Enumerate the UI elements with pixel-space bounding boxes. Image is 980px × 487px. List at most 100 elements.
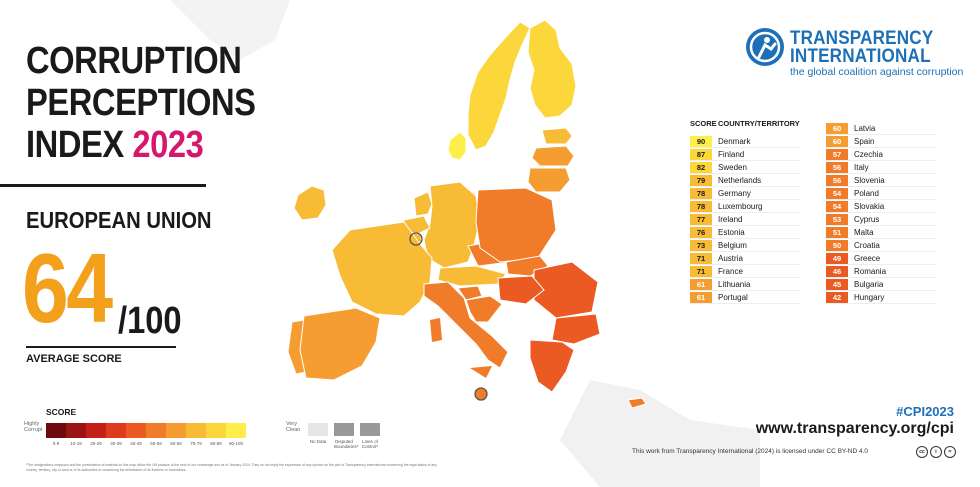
website-link[interactable]: www.transparency.org/cpi — [755, 420, 954, 437]
ranking-country: Finland — [718, 149, 745, 159]
legend-extra-label: No Data — [309, 439, 327, 444]
background-landmass — [170, 0, 290, 60]
ranking-score: 42 — [826, 291, 848, 303]
country-romania — [533, 261, 599, 319]
ranking-row: 76 Estonia — [690, 226, 800, 239]
ranking-country: Estonia — [718, 227, 745, 237]
country-greece — [529, 339, 575, 393]
ranking-country: Poland — [854, 188, 879, 198]
ranking-score: 51 — [826, 226, 848, 238]
legend-swatch — [226, 423, 246, 438]
country-ireland — [293, 185, 327, 221]
legend-swatch — [66, 423, 86, 438]
country-hungary — [497, 275, 545, 305]
average-score-label: AVERAGE SCORE — [26, 353, 122, 365]
ranking-row: 60 Spain — [826, 135, 936, 148]
title-line-3: INDEX 2023 — [26, 124, 256, 166]
country-france — [331, 221, 433, 317]
ranking-score: 61 — [690, 291, 712, 303]
ranking-country: Portugal — [718, 292, 748, 302]
ranking-country: Ireland — [718, 214, 743, 224]
ranking-row: 45 Bulgaria — [826, 278, 936, 291]
average-score-value: 64 — [22, 233, 113, 343]
legend-swatch — [126, 423, 146, 438]
legend-tick-label: 0-9 — [52, 441, 60, 446]
hashtag[interactable]: #CPI2023 — [896, 404, 954, 419]
ranking-score: 78 — [690, 200, 712, 212]
ranking-row: 71 France — [690, 265, 800, 278]
ranking-row: 78 Germany — [690, 187, 800, 200]
ranking-score: 61 — [690, 278, 712, 290]
legend-tick-label: 90-100 — [228, 441, 243, 446]
ranking-score: 56 — [826, 161, 848, 173]
ranking-score: 79 — [690, 174, 712, 186]
ranking-score: 49 — [826, 252, 848, 264]
legend-tick-label: 80-89 — [210, 441, 222, 446]
ranking-list-right: 60 Latvia 60 Spain 57 Czechia 56 Italy 56 Sloveni… — [826, 122, 936, 304]
legend-ticks: 0-9 10-19 20-29 30-39 40-49 50-59 60-69 70-79 80… — [46, 441, 246, 446]
brand-name-line-1: TRANSPARENCY — [790, 28, 934, 49]
ranking-row: 90 Denmark — [690, 135, 800, 148]
legend-tick-label: 50-59 — [150, 441, 162, 446]
malta-marker — [474, 387, 488, 401]
ranking-row: 51 Malta — [826, 226, 936, 239]
ranking-row: 78 Luxembourg — [690, 200, 800, 213]
ranking-header-score: SCORE — [690, 119, 717, 128]
country-latvia — [531, 145, 575, 167]
ranking-row: 61 Portugal — [690, 291, 800, 304]
ranking-score: 78 — [690, 187, 712, 199]
ranking-row: 42 Hungary — [826, 291, 936, 304]
country-spain — [299, 307, 381, 381]
ranking-row: 50 Croatia — [826, 239, 936, 252]
ranking-list-left: 90 Denmark 87 Finland 82 Sweden 79 Netherlands 7… — [690, 135, 800, 304]
brand-tagline: the global coalition against corruption — [790, 66, 964, 78]
ranking-row: 54 Slovakia — [826, 200, 936, 213]
ranking-country: Germany — [718, 188, 751, 198]
ranking-score: 54 — [826, 187, 848, 199]
title-divider — [0, 184, 206, 187]
ranking-score: 45 — [826, 278, 848, 290]
ranking-row: 82 Sweden — [690, 161, 800, 174]
legend-color-scale — [46, 423, 246, 438]
legend-extra-label: Lines of Control* — [361, 439, 379, 449]
country-italy-island — [430, 318, 442, 342]
legend-extra-item: Lines of Control* — [360, 423, 380, 449]
ranking-country: Italy — [854, 162, 869, 172]
ranking-header-country: COUNTRY/TERRITORY — [718, 119, 800, 128]
country-italy — [423, 281, 509, 369]
country-poland — [475, 187, 557, 263]
score-divider — [26, 346, 176, 348]
ranking-score: 53 — [826, 213, 848, 225]
country-italy-island — [470, 366, 492, 378]
average-score-max: /100 — [118, 300, 182, 342]
title-line-1: CORRUPTION — [26, 40, 242, 82]
ranking-score: 90 — [690, 135, 712, 147]
ranking-score: 73 — [690, 239, 712, 251]
ranking-score: 46 — [826, 265, 848, 277]
ranking-country: Latvia — [854, 123, 876, 133]
transparency-international-logo-icon — [746, 28, 784, 66]
country-bulgaria — [551, 313, 601, 345]
ranking-country: Malta — [854, 227, 874, 237]
ranking-score: 71 — [690, 252, 712, 264]
legend-tick-label: 10-19 — [70, 441, 82, 446]
legend-tick-label: 30-39 — [110, 441, 122, 446]
nd-icon: = — [944, 446, 956, 458]
ranking-score: 77 — [690, 213, 712, 225]
ranking-row: 77 Ireland — [690, 213, 800, 226]
ranking-row: 56 Italy — [826, 161, 936, 174]
legend-extra-swatch — [308, 423, 328, 436]
country-cyprus — [627, 397, 647, 409]
ranking-country: Lithuania — [718, 279, 751, 289]
ranking-country: Belgium — [718, 240, 747, 250]
legend-low-end: Highly Corrupt — [24, 421, 43, 433]
ranking-score: 82 — [690, 161, 712, 173]
ranking-country: Romania — [854, 266, 887, 276]
ranking-score: 54 — [826, 200, 848, 212]
legend-extra-swatch — [334, 423, 354, 436]
title-year: 2023 — [132, 124, 204, 166]
legend-title: SCORE — [46, 407, 77, 417]
country-sweden — [467, 21, 531, 151]
license-icons: cc i = — [916, 446, 956, 458]
ranking-row: 56 Slovenia — [826, 174, 936, 187]
